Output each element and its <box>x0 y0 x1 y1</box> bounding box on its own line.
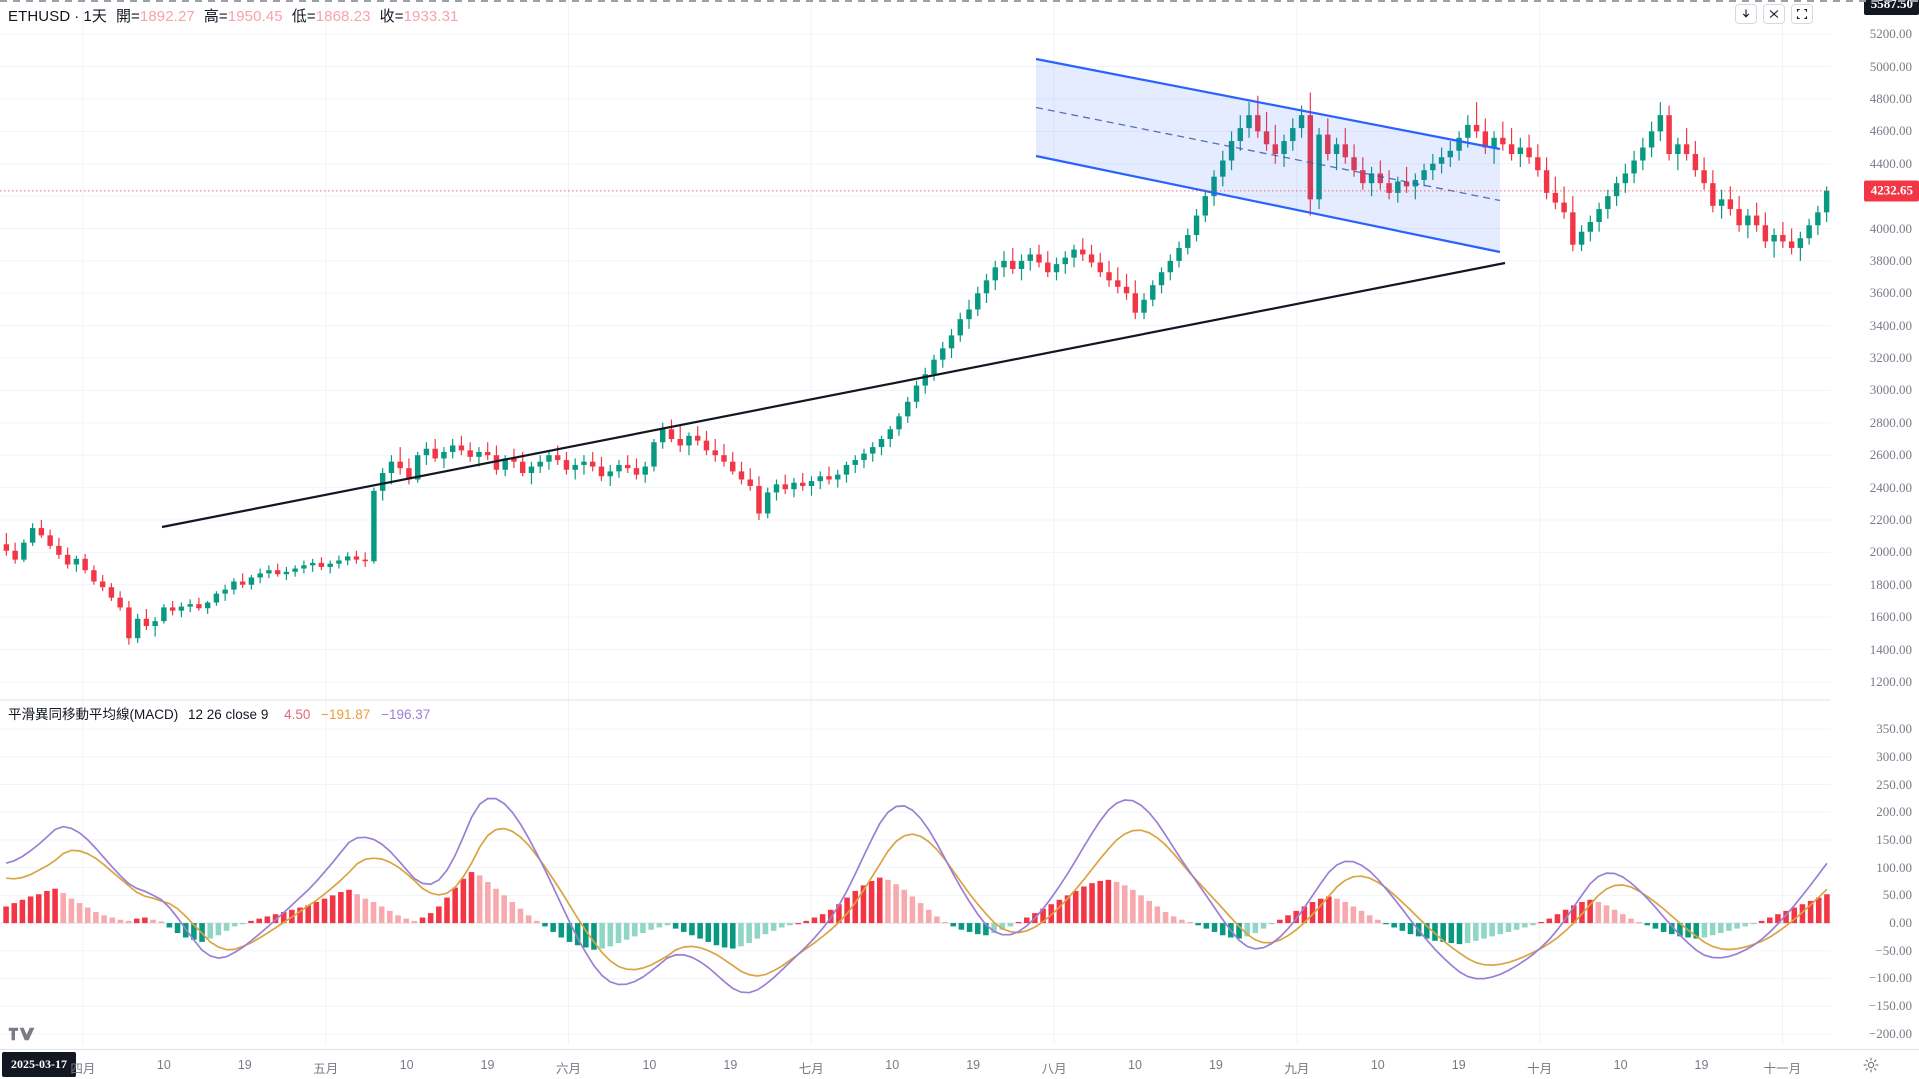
time-tick-day: 10 <box>399 1058 414 1072</box>
time-tick-month: 四月 <box>70 1062 96 1076</box>
time-tick-month: 八月 <box>1041 1062 1067 1076</box>
time-tick-month: 九月 <box>1284 1062 1310 1076</box>
time-tick-day: 19 <box>1208 1058 1223 1072</box>
time-tick-day: 10 <box>1613 1058 1628 1072</box>
open-label: 開= <box>115 8 140 25</box>
time-tick-month: 七月 <box>798 1062 824 1076</box>
legend-separator: · <box>74 8 80 25</box>
macd-signal-value: −196.37 <box>381 707 431 722</box>
chart-legend: ETHUSD · 1天 開=1892.27 高=1950.45 低=1868.23 收=19… <box>8 5 459 26</box>
time-tick-day: 10 <box>1370 1058 1385 1072</box>
top-edge-dash <box>0 0 1919 2</box>
time-tick-month: 十一月 <box>1763 1062 1802 1076</box>
time-tick-day: 19 <box>237 1058 252 1072</box>
time-scale[interactable]: 2025-03-17 四月 10 19 五月 10 19 六月 10 19 七月 10 19 八月 10 1… <box>0 1049 1919 1079</box>
low-value: 1868.23 <box>315 8 371 25</box>
fullscreen-icon[interactable] <box>1791 4 1813 24</box>
settings-gear-icon[interactable] <box>1863 1057 1879 1073</box>
date-badge: 2025-03-17 <box>2 1052 76 1077</box>
close-label: 收= <box>379 8 404 25</box>
macd-legend: 平滑異同移動平均線(MACD) 12 26 close 9 4.50 −191.… <box>8 703 430 723</box>
time-tick-day: 19 <box>1451 1058 1466 1072</box>
time-tick-day: 10 <box>1128 1058 1142 1072</box>
macd-line-value: −191.87 <box>321 707 371 722</box>
time-tick-day: 19 <box>1694 1058 1709 1072</box>
macd-params: 12 26 close 9 <box>188 707 269 722</box>
high-value: 1950.45 <box>227 8 283 25</box>
symbol-label[interactable]: ETHUSD <box>8 8 71 25</box>
time-tick-month: 六月 <box>555 1062 582 1076</box>
chart-toolbar <box>1735 4 1813 24</box>
time-tick-day: 10 <box>642 1058 657 1072</box>
time-tick-day: 10 <box>885 1058 900 1072</box>
low-label: 低= <box>291 8 316 25</box>
time-tick-month: 十月 <box>1527 1062 1553 1076</box>
open-value: 1892.27 <box>139 8 195 25</box>
time-tick-day: 19 <box>966 1058 981 1072</box>
tradingview-logo[interactable] <box>8 1025 36 1043</box>
macd-hist-value: 4.50 <box>284 707 311 722</box>
macd-name[interactable]: 平滑異同移動平均線(MACD) <box>8 707 179 722</box>
collapse-icon[interactable] <box>1763 4 1785 24</box>
time-tick-day: 19 <box>480 1058 495 1072</box>
close-value: 1933.31 <box>403 8 459 25</box>
time-tick-day: 19 <box>723 1058 738 1072</box>
high-label: 高= <box>203 8 228 25</box>
interval-label[interactable]: 1天 <box>83 8 107 25</box>
time-tick-day: 10 <box>156 1058 171 1072</box>
time-tick-month: 五月 <box>313 1062 339 1076</box>
download-arrow-icon[interactable] <box>1735 4 1757 24</box>
